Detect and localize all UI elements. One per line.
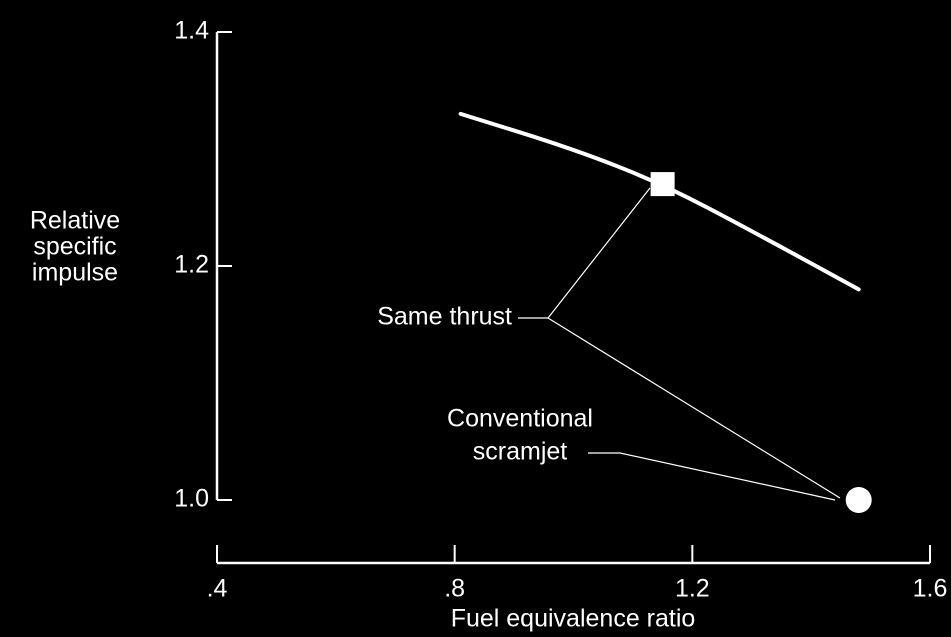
x-axis-label: Fuel equivalence ratio: [451, 605, 696, 633]
x-tick-label: .4: [207, 575, 228, 603]
annotation: Same thrust: [377, 303, 512, 331]
leader-line: [588, 452, 836, 501]
marker: [650, 172, 675, 197]
leader-line: [547, 317, 841, 499]
line: [458, 111, 861, 292]
x-tick-label: 1.2: [675, 575, 710, 603]
x-tick-label: .8: [444, 575, 465, 603]
y-axis-label: Relative: [30, 207, 120, 235]
leader-line: [518, 187, 651, 319]
annotation: Conventional: [447, 405, 593, 433]
annotation: scramjet: [473, 438, 568, 466]
y-axis-label: impulse: [32, 259, 118, 287]
y-tick-label: 1.2: [174, 251, 209, 279]
marker: [845, 487, 872, 513]
y-tick-label: 1.4: [174, 17, 209, 45]
y-tick-label: 1.0: [174, 485, 209, 513]
y-axis-label: specific: [33, 233, 116, 261]
x-tick-label: 1.6: [913, 575, 948, 603]
